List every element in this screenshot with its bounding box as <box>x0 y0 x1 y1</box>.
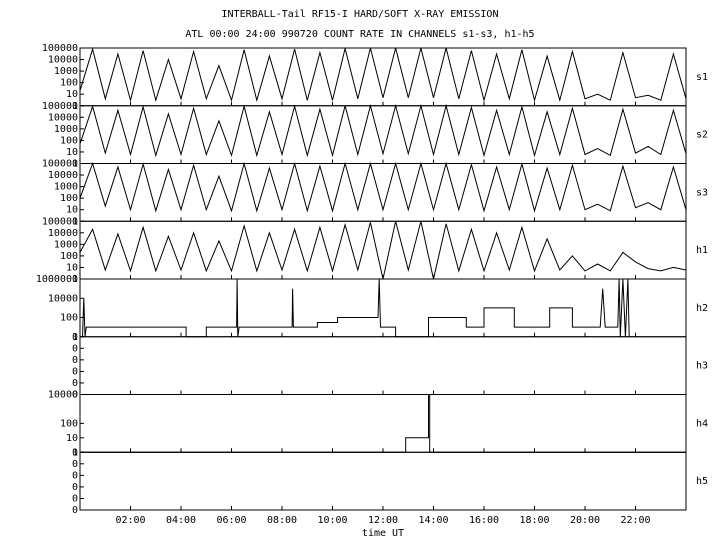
y-tick-label: 0 <box>72 482 78 493</box>
y-tick-label: 1000 <box>54 239 78 250</box>
y-tick-label: 0 <box>72 390 78 401</box>
data-line <box>80 394 686 453</box>
y-tick-label: 100 <box>60 135 78 146</box>
y-tick-label: 0 <box>72 493 78 504</box>
y-tick-label: 1000 <box>54 124 78 135</box>
y-tick-label: 100 <box>60 418 78 429</box>
y-tick-label: 10 <box>66 262 78 273</box>
y-tick-label: 100000 <box>42 101 78 112</box>
x-tick-label: 08:00 <box>267 515 297 526</box>
y-tick-label: 10000 <box>48 228 78 239</box>
data-line <box>82 278 630 338</box>
y-tick-label: 1 <box>72 332 78 343</box>
panel-label: h1 <box>696 245 708 256</box>
y-tick-label: 1 <box>72 447 78 458</box>
y-tick-label: 100 <box>60 193 78 204</box>
y-tick-label: 10000 <box>48 55 78 66</box>
y-tick-label: 100 <box>60 313 78 324</box>
y-tick-label: 100000 <box>42 159 78 170</box>
y-tick-label: 1000 <box>54 182 78 193</box>
panel-label: s1 <box>696 72 708 83</box>
y-tick-label: 0 <box>72 355 78 366</box>
x-tick-label: 14:00 <box>418 515 448 526</box>
y-tick-label: 0 <box>72 505 78 516</box>
x-axis-label: time UT <box>362 528 404 539</box>
x-tick-label: 18:00 <box>519 515 549 526</box>
y-tick-label: 1000 <box>54 66 78 77</box>
y-tick-label: 0 <box>72 459 78 470</box>
data-line <box>79 103 687 158</box>
y-tick-label: 10 <box>66 433 78 444</box>
y-tick-label: 1 <box>72 216 78 227</box>
x-tick-label: 06:00 <box>216 515 246 526</box>
y-tick-label: 100 <box>60 78 78 89</box>
chart-title: INTERBALL-Tail RF15-I HARD/SOFT X-RAY EM… <box>222 9 499 20</box>
x-tick-label: 10:00 <box>317 515 347 526</box>
y-tick-label: 10 <box>66 205 78 216</box>
y-tick-label: 1 <box>72 101 78 112</box>
y-tick-label: 0 <box>72 366 78 377</box>
y-tick-label: 100000 <box>42 216 78 227</box>
panel-label: s2 <box>696 130 708 141</box>
y-tick-label: 0 <box>72 332 78 343</box>
panel-label: h4 <box>696 418 708 429</box>
panel-label: h5 <box>696 476 708 487</box>
y-tick-label: 10000 <box>48 390 78 401</box>
x-tick-label: 22:00 <box>620 515 650 526</box>
y-tick-label: 10000 <box>48 293 78 304</box>
panel-label: h3 <box>696 361 708 372</box>
y-tick-label: 0 <box>72 447 78 458</box>
panel-label: h2 <box>696 303 708 314</box>
x-tick-label: 20:00 <box>570 515 600 526</box>
y-tick-label: 0 <box>72 470 78 481</box>
x-tick-label: 04:00 <box>166 515 196 526</box>
y-tick-label: 100000 <box>42 43 78 54</box>
data-line <box>79 47 687 103</box>
y-tick-label: 1 <box>72 274 78 285</box>
y-tick-label: 10 <box>66 89 78 100</box>
y-tick-label: 0 <box>72 343 78 354</box>
y-tick-label: 1 <box>72 159 78 170</box>
y-tick-label: 1000000 <box>36 274 78 285</box>
x-tick-label: 12:00 <box>368 515 398 526</box>
y-tick-label: 100 <box>60 251 78 262</box>
y-tick-label: 0 <box>72 378 78 389</box>
y-tick-label: 10000 <box>48 112 78 123</box>
x-tick-label: 16:00 <box>469 515 499 526</box>
chart-subtitle: ATL 00:00 24:00 990720 COUNT RATE IN CHA… <box>185 29 534 40</box>
x-tick-label: 02:00 <box>115 515 145 526</box>
data-line <box>79 161 687 213</box>
y-tick-label: 10000 <box>48 170 78 181</box>
panel-label: s3 <box>696 187 708 198</box>
y-tick-label: 10 <box>66 147 78 158</box>
